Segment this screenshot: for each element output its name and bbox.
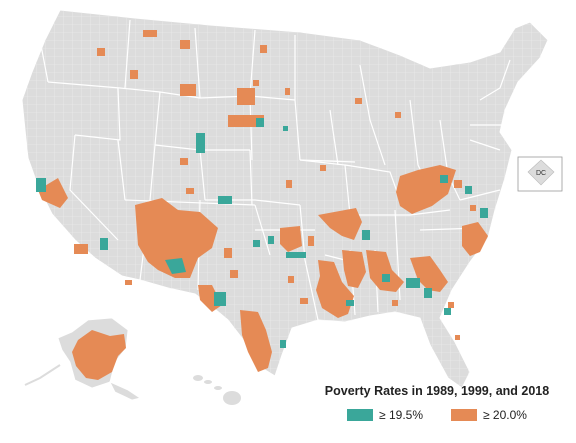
legend-label-teal: ≥ 19.5% — [379, 408, 423, 422]
legend-items: ≥ 19.5% ≥ 20.0% — [312, 408, 562, 422]
legend-label-orange: ≥ 20.0% — [483, 408, 527, 422]
legend-item-orange: ≥ 20.0% — [451, 408, 527, 422]
state-boundaries — [39, 19, 511, 321]
legend-swatch-teal — [347, 409, 374, 421]
legend-swatch-orange — [451, 409, 477, 421]
legend-item-teal: ≥ 19.5% — [347, 408, 423, 422]
dc-label: DC — [536, 170, 546, 177]
hawaii — [193, 375, 241, 405]
dc-inset: DC — [517, 156, 563, 192]
teal-counties — [36, 118, 488, 348]
orange-counties — [38, 30, 488, 380]
legend: Poverty Rates in 1989, 1999, and 2018 ≥ … — [312, 384, 562, 422]
alaska-aleutians — [24, 364, 61, 386]
legend-title: Poverty Rates in 1989, 1999, and 2018 — [324, 384, 550, 398]
